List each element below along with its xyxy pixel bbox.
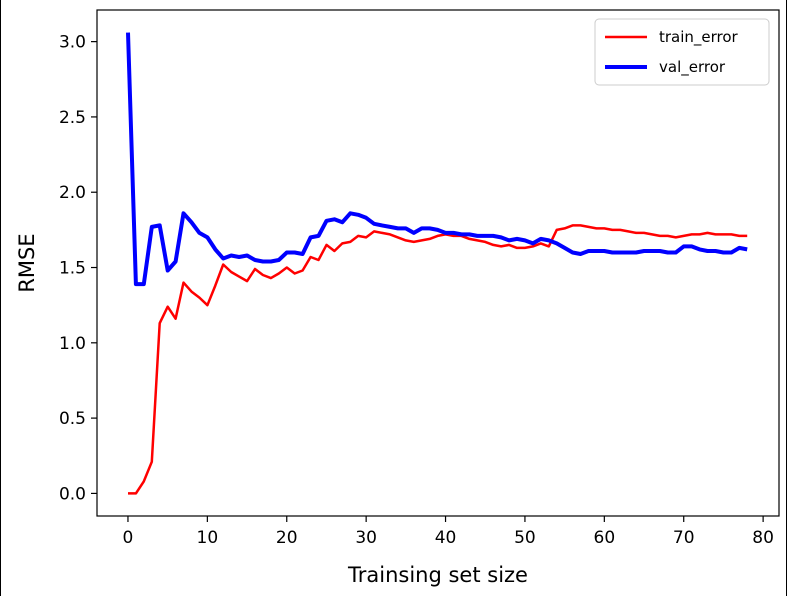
y-tick-label: 0.5 [59, 409, 86, 429]
series-layer [126, 32, 748, 495]
y-tick-label: 3.0 [59, 33, 86, 53]
legend-label-train-error: train_error [659, 28, 739, 47]
y-axis-label: RMSE [15, 233, 39, 292]
x-ticks: 0 10 20 30 40 50 60 70 80 [123, 516, 774, 548]
x-tick-label: 70 [673, 528, 695, 548]
x-tick-label: 80 [752, 528, 774, 548]
x-tick-label: 30 [355, 528, 377, 548]
y-ticks: 0.0 0.5 1.0 1.5 2.0 2.5 3.0 [59, 33, 97, 504]
legend: train_error val_error [594, 18, 770, 86]
y-tick-label: 2.0 [59, 183, 86, 203]
y-tick-label: 1.0 [59, 334, 86, 354]
x-axis-label: Trainsing set size [347, 563, 528, 587]
x-tick-label: 20 [276, 528, 298, 548]
series-line-train-error [128, 224, 748, 495]
y-tick-label: 0.0 [59, 484, 86, 504]
x-tick-label: 0 [123, 528, 134, 548]
plot-area [97, 10, 779, 516]
y-tick-label: 1.5 [59, 259, 86, 279]
series-line-val-error [126, 32, 748, 287]
x-tick-label: 50 [514, 528, 536, 548]
x-tick-label: 60 [594, 528, 616, 548]
plot-border [96, 9, 780, 517]
x-tick-label: 40 [435, 528, 457, 548]
legend-label-val-error: val_error [659, 58, 726, 77]
x-tick-label: 10 [197, 528, 219, 548]
y-tick-label: 2.5 [59, 108, 86, 128]
